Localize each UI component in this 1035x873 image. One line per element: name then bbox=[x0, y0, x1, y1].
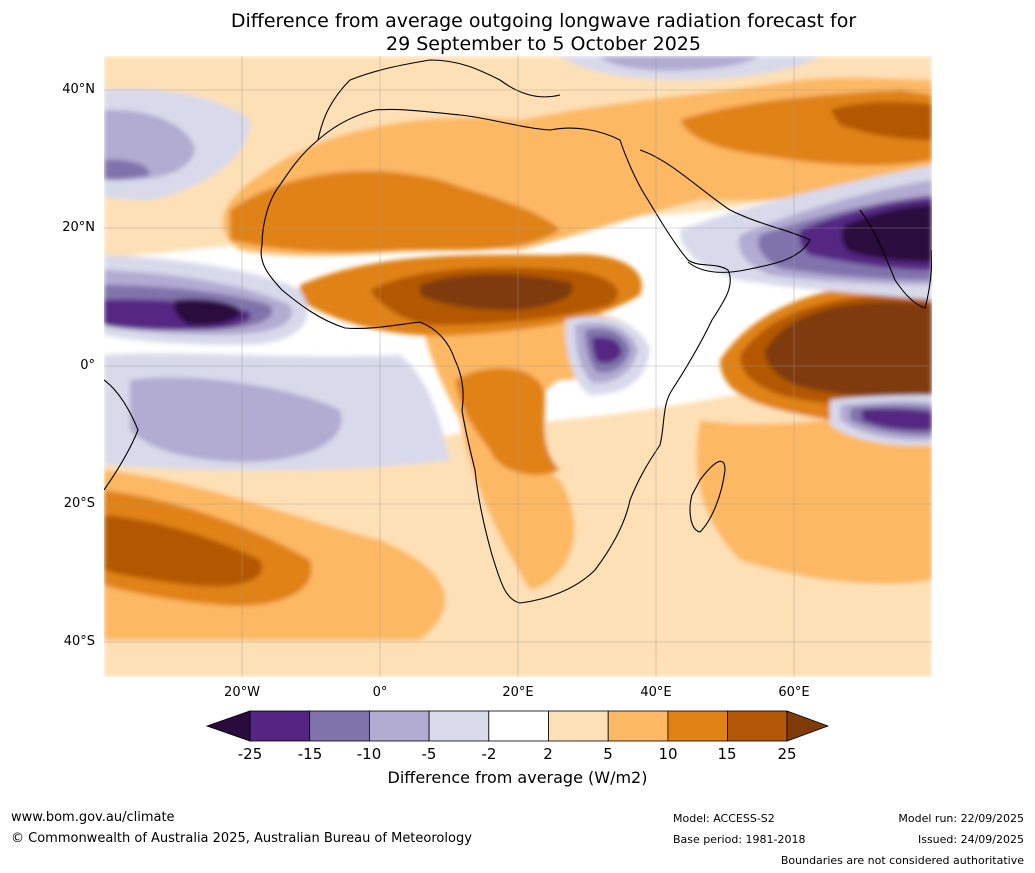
colorbar-tick: 25 bbox=[777, 745, 797, 763]
colorbar-tick: -2 bbox=[481, 745, 497, 763]
colorbar-swatch-7 bbox=[607, 710, 669, 742]
colorbar-swatch-6 bbox=[548, 710, 609, 742]
anomaly-zone-deep-purple-east-africa bbox=[592, 337, 622, 364]
colorbar-tick: -25 bbox=[237, 745, 263, 763]
lat-tick-20n: 20°N bbox=[62, 220, 95, 235]
anomaly-zone-dark-orange-atlantic bbox=[104, 515, 262, 587]
footer-model-run: Model run: 22/09/2025 bbox=[898, 812, 1024, 825]
africa-coastline bbox=[260, 108, 731, 604]
lon-tick-0: 0° bbox=[372, 685, 388, 700]
colorbar-tick: -5 bbox=[421, 745, 437, 763]
title-line-1: Difference from average outgoing longwav… bbox=[230, 10, 857, 32]
colorbar-label: Difference from average (W/m2) bbox=[387, 768, 648, 787]
title-line-2: 29 September to 5 October 2025 bbox=[386, 33, 701, 55]
anomaly-zone-mid-orange-sahara bbox=[230, 171, 560, 252]
anomaly-zone-lavender-atlantic bbox=[130, 377, 342, 462]
anomaly-zone-lavender-north-edge bbox=[600, 56, 760, 71]
footer-base-period: Base period: 1981-2018 bbox=[673, 833, 806, 846]
anomaly-zone-darkest-purple-tropical-atlantic bbox=[174, 299, 242, 326]
lat-tick-0: 0° bbox=[80, 358, 95, 373]
colorbar bbox=[205, 710, 830, 742]
south-america-coastline bbox=[104, 379, 139, 491]
colorbar-max-extend bbox=[786, 710, 830, 742]
anomaly-zone-dark-orange-iran bbox=[830, 101, 932, 140]
anomaly-zone-mid-orange-congo bbox=[455, 368, 560, 475]
graticule bbox=[104, 56, 932, 677]
lon-tick-40e: 40°E bbox=[640, 685, 672, 700]
colorbar-swatch-8 bbox=[667, 710, 729, 742]
footer-copyright: © Commonwealth of Australia 2025, Austra… bbox=[11, 831, 472, 846]
colorbar-tick: 5 bbox=[603, 745, 613, 763]
lon-tick-20e: 20°E bbox=[502, 685, 534, 700]
lon-tick-20w: 20°W bbox=[224, 685, 260, 700]
lat-tick-20s: 20°S bbox=[63, 496, 95, 511]
colorbar-swatch-1 bbox=[249, 710, 311, 742]
anomaly-zone-darkest-orange-indian bbox=[765, 302, 932, 397]
colorbar-tick: -10 bbox=[356, 745, 382, 763]
footer-issued: Issued: 24/09/2025 bbox=[917, 833, 1024, 846]
anomaly-zone-deep-purple-southern-indian bbox=[862, 408, 932, 431]
lat-tick-40s: 40°S bbox=[63, 634, 95, 649]
anomaly-field bbox=[104, 56, 932, 677]
anomaly-zone-darkest-orange-sahel bbox=[420, 274, 573, 311]
colorbar-tick: 15 bbox=[717, 745, 737, 763]
colorbar-swatch-4 bbox=[428, 710, 490, 742]
colorbar-swatch-9 bbox=[727, 710, 788, 742]
colorbar-tick: 2 bbox=[543, 745, 553, 763]
arabia-coastline bbox=[639, 149, 811, 273]
colorbar-tick: -15 bbox=[297, 745, 323, 763]
colorbar-swatch-5 bbox=[488, 710, 549, 742]
lon-tick-60e: 60°E bbox=[778, 685, 810, 700]
anomaly-zone-muted-purple-north-atlantic bbox=[104, 159, 150, 180]
map-title: Difference from average outgoing longwav… bbox=[0, 10, 1035, 56]
colorbar-swatch-2 bbox=[309, 710, 370, 742]
colorbar-tick: 10 bbox=[658, 745, 678, 763]
anomaly-zone-orange-indian bbox=[696, 405, 932, 584]
india-coastline bbox=[859, 209, 932, 309]
lat-tick-40n: 40°N bbox=[62, 82, 95, 97]
footer-url[interactable]: www.bom.gov.au/climate bbox=[11, 810, 175, 825]
madagascar-coastline bbox=[689, 460, 726, 533]
colorbar-swatch-3 bbox=[368, 710, 430, 742]
footer-disclaimer: Boundaries are not considered authoritat… bbox=[780, 854, 1024, 867]
colorbar-min-extend bbox=[205, 710, 251, 742]
anomaly-zone-darkest-purple-arabian-sea bbox=[841, 205, 932, 262]
footer-model: Model: ACCESS-S2 bbox=[673, 812, 775, 825]
